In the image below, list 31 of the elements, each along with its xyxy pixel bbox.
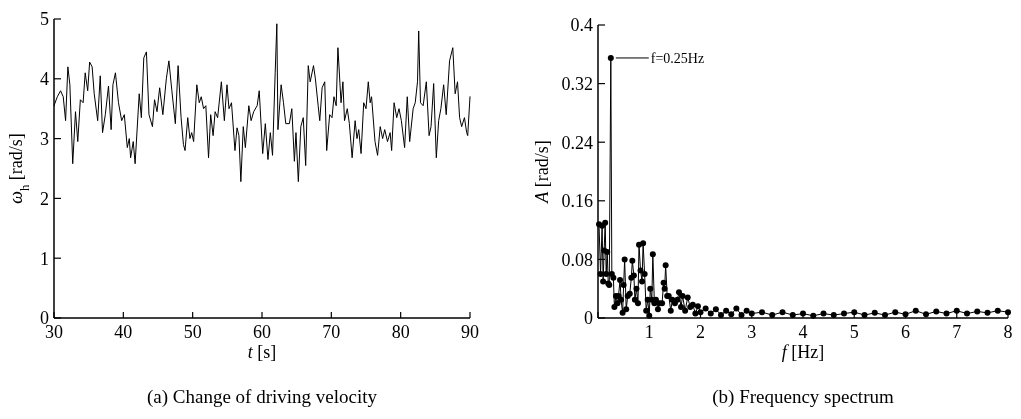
text: (a) Change of driving velocity (146, 386, 378, 408)
y-tick-label: 0.16 (561, 191, 593, 212)
x-tick-label: 6 (901, 322, 910, 342)
x-tick-label: 5 (849, 322, 859, 342)
y-tick-label: 4 (40, 69, 49, 90)
x-axis-title: f [Hz] (781, 342, 825, 362)
x-tick-label: 80 (391, 322, 410, 342)
annotation: f=0.25Hz (650, 50, 705, 66)
x-tick-label: 40 (114, 322, 133, 342)
x-tick-label: 8 (1003, 322, 1013, 342)
x-tick-label: 2 (696, 322, 705, 342)
y-tick-label: 5 (40, 9, 49, 30)
x-tick-label: 50 (183, 322, 202, 342)
x-tick-label: 90 (461, 322, 479, 342)
x-tick-label: 70 (322, 322, 341, 342)
y-tick-label: 3 (40, 128, 49, 149)
x-tick-label: 60 (253, 322, 271, 342)
y-axis-title: A [rad/s] (532, 140, 552, 204)
y-tick-label: 0.32 (561, 73, 593, 94)
y-tick-label: 0.4 (570, 15, 593, 36)
y-tick-label: 0.08 (561, 249, 593, 270)
y-tick-label: 1 (40, 248, 49, 269)
x-axis-title: t [s] (247, 342, 277, 362)
y-tick-label: 0.24 (561, 132, 593, 153)
x-tick-label: 1 (644, 322, 654, 342)
x-tick-label: 4 (798, 322, 808, 342)
y-tick-label: 2 (40, 188, 49, 209)
text: (b) Frequency spectrum (712, 386, 894, 408)
y-tick-label: 0 (584, 308, 593, 329)
x-tick-label: 3 (747, 322, 757, 342)
x-tick-label: 7 (952, 322, 962, 342)
